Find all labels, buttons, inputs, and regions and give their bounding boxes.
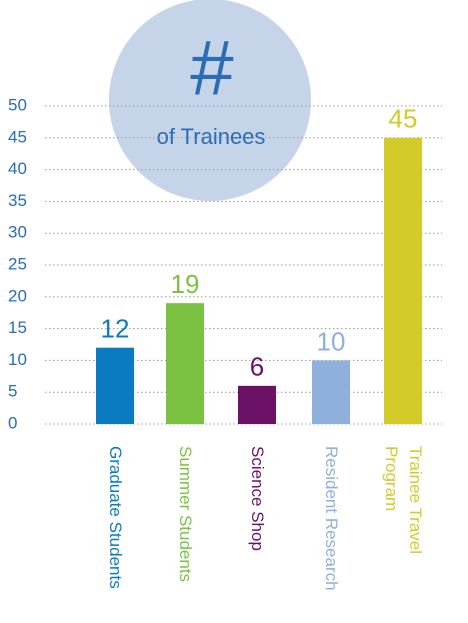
y-tick-label: 5 [8, 382, 17, 401]
y-tick-label: 10 [8, 350, 27, 369]
bar [166, 303, 204, 424]
y-tick-label: 15 [8, 318, 27, 337]
value-label: 10 [317, 326, 346, 356]
y-tick-label: 50 [8, 95, 27, 114]
title-circle [109, 0, 311, 201]
x-tick-label: Graduate Students [106, 446, 125, 589]
x-tick-label: Resident Research [322, 446, 341, 591]
x-tick-label: Science Shop [248, 446, 267, 551]
value-label: 6 [250, 352, 264, 382]
chart-subtitle: of Trainees [157, 124, 266, 149]
y-tick-label: 20 [8, 286, 27, 305]
y-tick-label: 25 [8, 254, 27, 273]
bar [96, 347, 134, 424]
bar [238, 385, 276, 424]
y-tick-label: 30 [8, 223, 27, 242]
value-label: 19 [171, 269, 200, 299]
y-tick-label: 35 [8, 191, 27, 210]
bar [312, 360, 350, 424]
y-tick-label: 0 [8, 413, 17, 432]
y-tick-label: 40 [8, 159, 27, 178]
value-label: 45 [389, 104, 418, 134]
value-label: 12 [101, 314, 130, 344]
y-tick-label: 45 [8, 127, 27, 146]
x-tick-label: Summer Students [176, 446, 195, 583]
bar [384, 137, 422, 425]
chart-title: # [190, 24, 233, 112]
x-tick-label: Trainee Travel Program [382, 446, 425, 555]
